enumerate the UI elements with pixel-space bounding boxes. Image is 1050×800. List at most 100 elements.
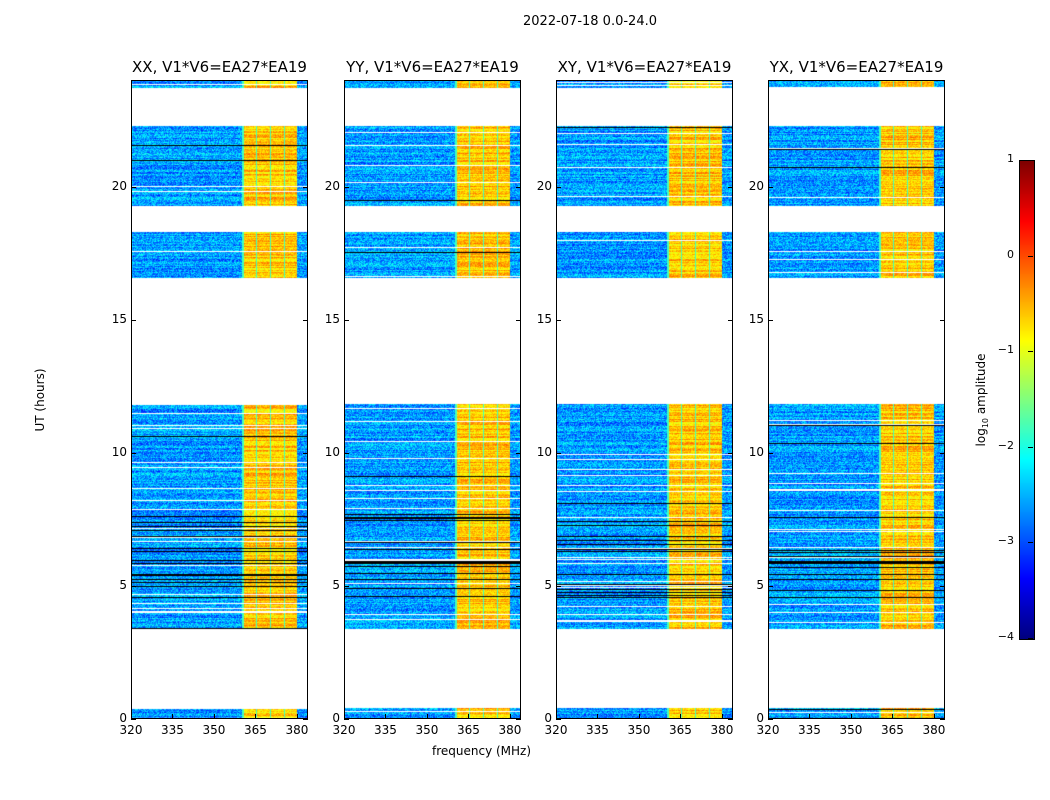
y-tick-right: [516, 319, 521, 321]
x-tick-label: 365: [244, 723, 267, 737]
colorbar-tick: [1028, 542, 1033, 544]
y-tick: [131, 585, 136, 587]
x-tick: [344, 714, 345, 719]
colorbar-tick: [1028, 255, 1033, 257]
colorbar: [1019, 160, 1035, 640]
y-tick: [344, 319, 349, 321]
y-tick-label: 20: [536, 178, 552, 193]
x-tick-label: 350: [627, 723, 651, 737]
y-tick-right: [516, 452, 521, 454]
panel-title: YY, V1*V6=EA27*EA19: [346, 58, 519, 76]
y-tick-right: [940, 319, 945, 321]
y-tick-right: [728, 186, 733, 188]
x-tick-label: 380: [498, 723, 522, 737]
heatmap-panel-0: XX, V1*V6=EA27*EA19 320 335 350 365 380 0 5 10 15…: [112, 58, 309, 737]
y-tick-label: 5: [544, 577, 552, 592]
axes-frame: [556, 80, 733, 719]
x-tick: [638, 714, 640, 719]
heatmap-image: [131, 80, 308, 719]
figure-title: 2022-07-18 0.0-24.0: [523, 14, 657, 29]
x-tick: [468, 714, 470, 719]
x-tick-label: 365: [881, 723, 904, 737]
y-tick-right: [303, 452, 308, 454]
y-tick: [556, 452, 561, 454]
y-tick-label: 0: [119, 711, 127, 725]
axes-frame: [344, 80, 521, 719]
y-tick: [768, 319, 773, 321]
y-tick-label: 15: [111, 311, 127, 326]
y-tick: [556, 585, 561, 587]
y-tick-right: [940, 186, 945, 188]
x-tick: [933, 714, 935, 719]
panel-title: XY, V1*V6=EA27*EA19: [557, 58, 732, 76]
y-tick: [131, 452, 136, 454]
y-axis-label: UT (hours): [33, 368, 47, 432]
y-tick-right: [516, 719, 521, 720]
y-tick-right: [940, 719, 945, 720]
y-tick: [344, 186, 349, 188]
x-tick: [809, 714, 811, 719]
colorbar-tick-label: 0: [1007, 247, 1014, 261]
y-tick: [344, 719, 349, 720]
x-tick-label: 335: [586, 723, 609, 737]
y-tick-label: 15: [324, 311, 340, 326]
x-tick-label: 350: [839, 723, 863, 737]
y-tick-label: 20: [748, 178, 764, 193]
colorbar-tick-label: −2: [997, 438, 1014, 452]
y-tick-label: 10: [111, 444, 127, 459]
x-tick: [597, 714, 599, 719]
y-tick-right: [940, 452, 945, 454]
y-tick-label: 0: [332, 711, 340, 725]
x-tick-label: 365: [669, 723, 692, 737]
colorbar-tick-label: −3: [997, 534, 1014, 548]
x-tick: [385, 714, 387, 719]
heatmap-panel-1: YY, V1*V6=EA27*EA19 320 335 350 365 380 0 5 10 15…: [325, 58, 522, 737]
y-tick-right: [303, 319, 308, 321]
y-tick: [556, 319, 561, 321]
axes-frame: [131, 80, 308, 719]
colorbar-tick-label: 1: [1007, 152, 1014, 165]
y-tick-right: [303, 719, 308, 720]
x-tick-label: 335: [161, 723, 184, 737]
x-tick-label: 350: [202, 723, 226, 737]
y-tick-label: 20: [324, 178, 340, 193]
colorbar-tick: [1028, 160, 1033, 161]
x-tick-label: 350: [415, 723, 439, 737]
x-tick-label: 380: [922, 723, 946, 737]
heatmap-panel-2: XY, V1*V6=EA27*EA19 320 335 350 365 380 0 5 10 15…: [537, 58, 734, 737]
x-tick-label: 335: [374, 723, 397, 737]
y-tick-label: 10: [748, 444, 764, 459]
colorbar-tick: [1028, 638, 1033, 639]
axes-frame: [768, 80, 945, 719]
x-tick: [426, 714, 428, 719]
y-tick: [344, 452, 349, 454]
x-tick-label: 320: [756, 723, 780, 737]
y-tick: [768, 452, 773, 454]
x-tick: [768, 714, 769, 719]
heatmap-image: [768, 80, 945, 719]
y-tick: [556, 719, 561, 720]
y-tick-label: 15: [748, 311, 764, 326]
y-tick-right: [728, 585, 733, 587]
y-tick-label: 0: [756, 711, 764, 725]
heatmap-image: [556, 80, 733, 719]
x-tick-label: 320: [119, 723, 143, 737]
y-tick-label: 0: [544, 711, 552, 725]
x-tick: [296, 714, 298, 719]
x-tick-label: 365: [457, 723, 480, 737]
x-tick: [172, 714, 174, 719]
panel-title: YX, V1*V6=EA27*EA19: [769, 58, 944, 76]
y-tick-right: [303, 585, 308, 587]
x-tick: [509, 714, 511, 719]
x-tick: [556, 714, 557, 719]
y-tick-label: 5: [332, 577, 340, 592]
colorbar-label: log10 amplitude: [973, 353, 991, 447]
y-tick-label: 15: [536, 311, 552, 326]
x-tick-label: 380: [710, 723, 734, 737]
x-tick: [850, 714, 852, 719]
panel-title: XX, V1*V6=EA27*EA19: [132, 58, 307, 76]
y-tick: [131, 186, 136, 188]
y-tick: [131, 319, 136, 321]
x-tick-label: 320: [544, 723, 568, 737]
y-tick-right: [728, 319, 733, 321]
